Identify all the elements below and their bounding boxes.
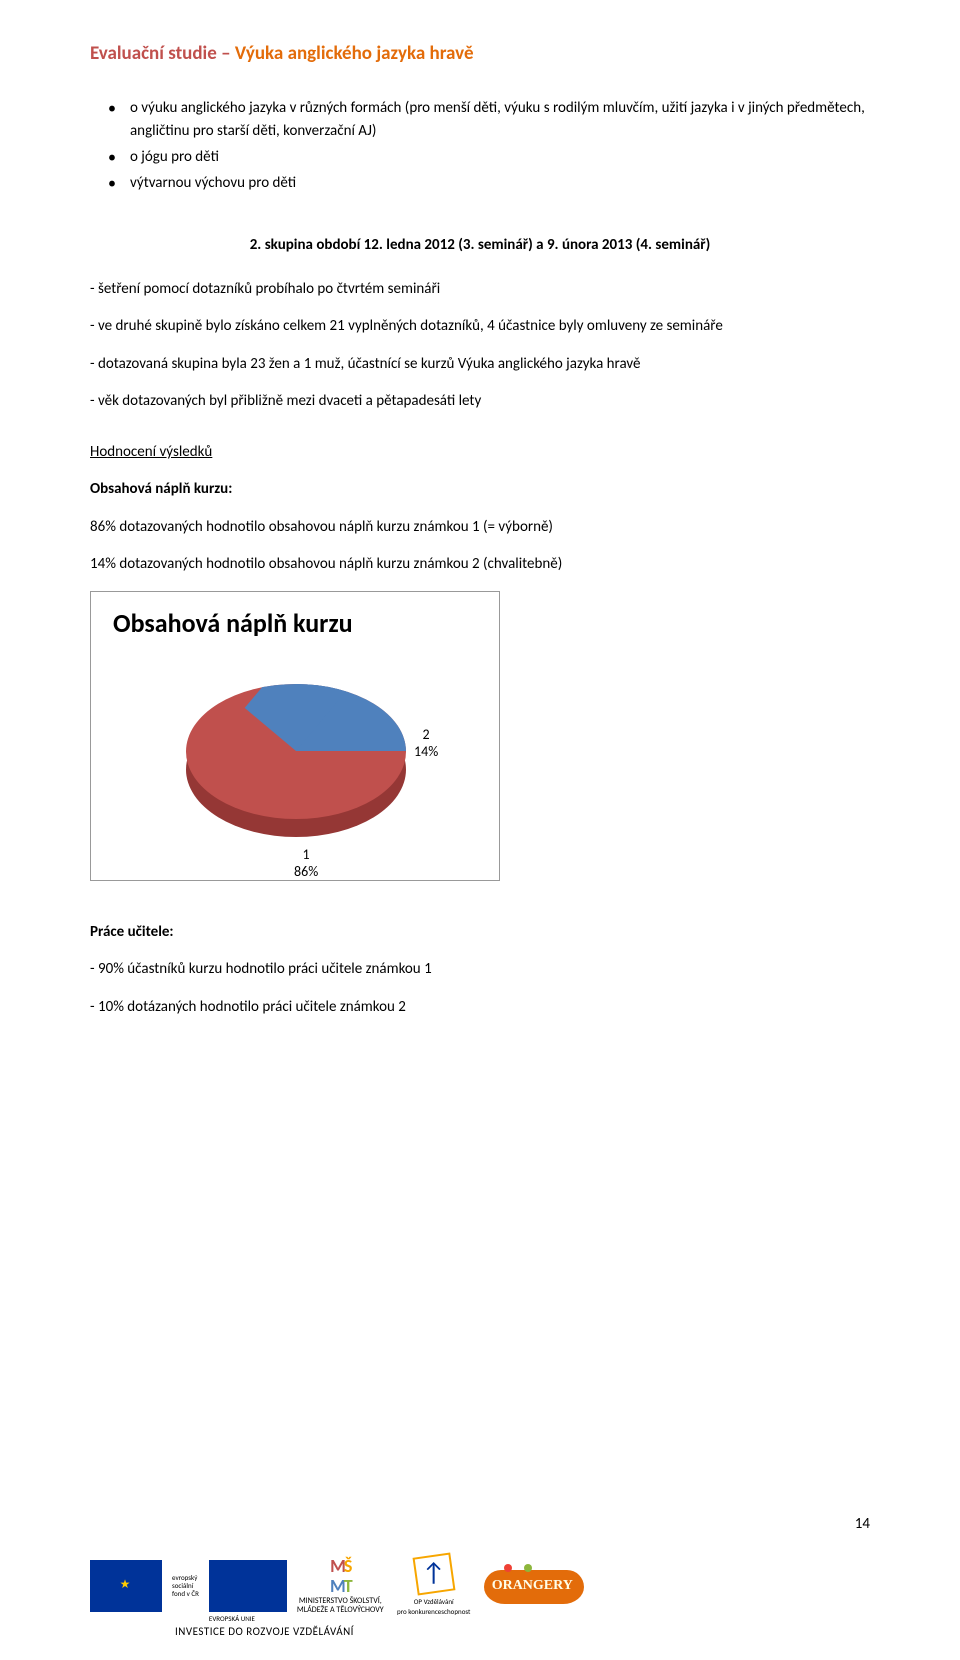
msmt-label: MINISTERSTVO ŠKOLSTVÍ, MLÁDEŽE A TĚLOVÝC… xyxy=(297,1597,384,1615)
header-part2: Výuka anglického jazyka hravě xyxy=(235,42,474,65)
section-heading: 2. skupina období 12. ledna 2012 (3. sem… xyxy=(90,234,870,257)
esf-logo-icon xyxy=(90,1560,162,1612)
list-item: o jógu pro děti xyxy=(130,146,870,169)
content-line: 86% dotazovaných hodnotilo obsahovou náp… xyxy=(90,516,870,539)
page-footer: 14 evropskýsociálnífond v ČR MŠMT MINIST… xyxy=(90,1545,870,1641)
op-logo: OP Vzdělávání pro konkurenceschopnost xyxy=(394,1555,474,1618)
bullet-list: o výuku anglického jazyka v různých form… xyxy=(90,97,870,196)
slice-pct: 86% xyxy=(294,863,318,880)
eu-flag-icon xyxy=(209,1560,287,1612)
content-line: 14% dotazovaných hodnotilo obsahovou náp… xyxy=(90,553,870,576)
paragraph: - šetření pomocí dotazníků probíhalo po … xyxy=(90,278,870,301)
pie-label-2: 2 14% xyxy=(414,727,438,761)
list-item: o výuku anglického jazyka v různých form… xyxy=(130,97,870,144)
orangery-label: ORANGERY xyxy=(492,1575,573,1596)
content-heading: Obsahová náplň kurzu: xyxy=(90,478,870,501)
esf-label: evropskýsociálnífond v ČR xyxy=(172,1574,199,1597)
list-item: výtvarnou výchovu pro děti xyxy=(130,172,870,195)
teacher-heading: Práce učitele: xyxy=(90,921,870,944)
pie-label-1: 1 86% xyxy=(294,847,318,881)
orangery-logo: ORANGERY xyxy=(484,1566,584,1606)
slice-label: 1 xyxy=(303,846,310,863)
pie-wrap: 2 14% 1 86% xyxy=(186,672,406,847)
chart-title: Obsahová náplň kurzu xyxy=(91,592,499,643)
slice-label: 2 xyxy=(423,726,430,743)
pie-chart: Obsahová náplň kurzu 2 14% 1 86% xyxy=(90,591,500,881)
paragraph: - dotazovaná skupina byla 23 žen a 1 muž… xyxy=(90,353,870,376)
teacher-line: - 10% dotázaných hodnotilo práci učitele… xyxy=(90,996,870,1019)
results-heading: Hodnocení výsledků xyxy=(90,441,870,464)
paragraph: - věk dotazovaných byl přibližně mezi dv… xyxy=(90,390,870,413)
op-label: OP Vzdělávání pro konkurenceschopnost xyxy=(394,1597,474,1618)
msmt-logo: MŠMT MINISTERSTVO ŠKOLSTVÍ, MLÁDEŽE A TĚ… xyxy=(297,1557,384,1614)
page-number: 14 xyxy=(855,1513,870,1536)
slice-pct: 14% xyxy=(414,743,438,760)
paragraph: - ve druhé skupině bylo získáno celkem 2… xyxy=(90,315,870,338)
invest-caption: INVESTICE DO ROZVOJE VZDĚLÁVÁNÍ xyxy=(90,1624,870,1641)
pie-top xyxy=(186,684,406,819)
footer-logos: evropskýsociálnífond v ČR MŠMT MINISTERS… xyxy=(90,1555,870,1618)
teacher-line: - 90% účastníků kurzu hodnotilo práci uč… xyxy=(90,958,870,981)
header-part1: Evaluační studie – xyxy=(90,42,235,65)
page-header: Evaluační studie – Výuka anglického jazy… xyxy=(90,40,870,69)
